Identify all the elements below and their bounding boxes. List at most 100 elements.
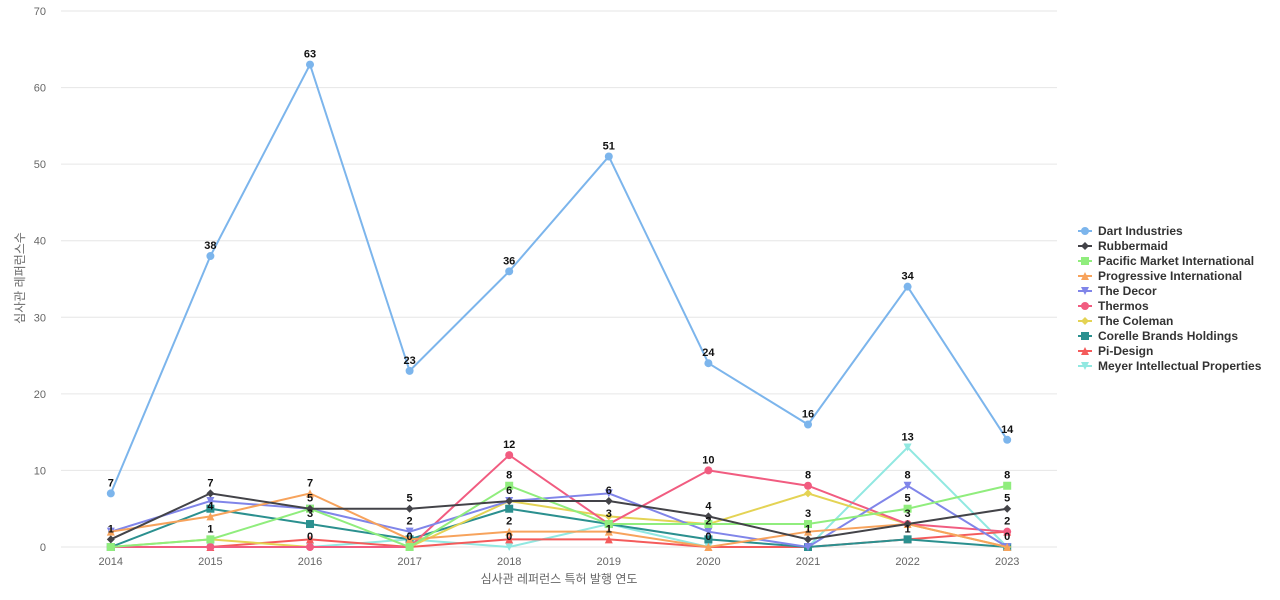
data-point[interactable] (206, 512, 215, 521)
data-point[interactable] (206, 497, 215, 506)
data-point[interactable] (106, 535, 115, 544)
series-line[interactable] (110, 492, 1008, 541)
data-point[interactable] (704, 527, 713, 536)
data-point[interactable] (206, 489, 215, 498)
data-point[interactable] (505, 527, 514, 536)
data-point[interactable] (804, 489, 812, 498)
data-point[interactable] (903, 443, 912, 452)
data-point[interactable] (306, 504, 314, 513)
legend-item[interactable]: Progressive International (1078, 269, 1242, 283)
data-point[interactable] (704, 535, 713, 544)
data-point[interactable] (604, 512, 613, 521)
data-point[interactable] (106, 527, 115, 536)
data-point[interactable] (306, 543, 314, 551)
legend-item[interactable]: Corelle Brands Holdings (1078, 329, 1238, 343)
data-point[interactable] (505, 267, 514, 276)
legend-item[interactable]: Pi-Design (1078, 344, 1153, 358)
data-label: 14 (1001, 424, 1014, 436)
data-point[interactable] (405, 366, 414, 375)
legend-item[interactable]: Pacific Market International (1078, 254, 1254, 268)
legend-item[interactable]: The Decor (1078, 284, 1157, 298)
data-point[interactable] (306, 489, 314, 498)
data-point[interactable] (604, 497, 613, 506)
data-point[interactable] (505, 543, 514, 551)
data-point[interactable] (106, 543, 115, 551)
series-line[interactable] (109, 62, 1009, 494)
series-line[interactable] (110, 507, 1008, 549)
data-point[interactable] (604, 152, 613, 161)
y-tick-label: 40 (34, 236, 46, 248)
data-point[interactable] (903, 520, 912, 529)
data-point[interactable] (306, 535, 314, 544)
data-point[interactable] (903, 504, 912, 513)
data-label: 7 (108, 477, 114, 489)
data-point[interactable] (306, 520, 314, 529)
legend-item[interactable]: Dart Industries (1078, 224, 1183, 238)
data-point[interactable] (1003, 543, 1012, 551)
y-tick-label: 50 (34, 159, 46, 171)
data-point[interactable] (903, 481, 912, 490)
data-point[interactable] (505, 504, 514, 513)
data-point[interactable] (1003, 435, 1012, 444)
data-point[interactable] (704, 359, 713, 368)
data-point[interactable] (206, 504, 215, 513)
legend-item[interactable]: Rubbermaid (1078, 239, 1168, 253)
data-point[interactable] (804, 420, 812, 429)
data-label: 1 (108, 523, 114, 535)
series-line[interactable] (110, 530, 1008, 549)
data-point[interactable] (604, 489, 613, 498)
data-point[interactable] (804, 520, 812, 529)
data-label: 0 (506, 531, 512, 543)
data-point[interactable] (903, 535, 912, 544)
x-tick-label: 2015 (198, 556, 222, 568)
series-line[interactable] (110, 484, 1008, 549)
data-point[interactable] (604, 535, 613, 544)
data-point[interactable] (405, 527, 414, 536)
data-point[interactable] (306, 60, 314, 69)
data-label: 0 (1004, 531, 1010, 543)
series-line[interactable] (110, 492, 1008, 549)
data-label: 6 (606, 485, 612, 497)
series-line[interactable] (110, 492, 1008, 548)
data-point[interactable] (405, 535, 414, 544)
data-label: 8 (506, 470, 512, 482)
data-label: 1 (905, 523, 911, 535)
data-point[interactable] (405, 543, 414, 551)
data-point[interactable] (604, 520, 613, 529)
data-point[interactable] (405, 504, 414, 513)
legend-item[interactable]: The Coleman (1078, 314, 1173, 328)
data-point[interactable] (505, 535, 514, 544)
data-point[interactable] (804, 543, 812, 551)
data-point[interactable] (505, 451, 514, 460)
legend-label: Corelle Brands Holdings (1098, 329, 1238, 343)
data-point[interactable] (106, 489, 115, 498)
data-point[interactable] (804, 481, 812, 490)
legend-item[interactable]: Thermos (1078, 299, 1149, 313)
data-point[interactable] (206, 535, 215, 544)
data-point[interactable] (704, 512, 713, 521)
series-5 (106, 451, 1012, 551)
data-point[interactable] (1003, 527, 1012, 536)
legend-item[interactable]: Meyer Intellectual Properties (1078, 359, 1262, 373)
series-line[interactable] (110, 453, 1008, 548)
data-point[interactable] (206, 252, 215, 261)
data-point[interactable] (604, 527, 613, 536)
data-label: 8 (1004, 470, 1010, 482)
data-point[interactable] (903, 282, 912, 291)
data-point[interactable] (1003, 504, 1012, 513)
data-point[interactable] (1003, 481, 1012, 490)
data-label: 63 (304, 49, 316, 61)
x-tick-label: 2018 (497, 556, 521, 568)
data-point[interactable] (704, 543, 713, 551)
data-point[interactable] (804, 527, 812, 536)
data-point[interactable] (804, 535, 812, 544)
data-point[interactable] (704, 520, 713, 529)
data-point[interactable] (704, 466, 713, 475)
data-point[interactable] (206, 543, 215, 551)
data-label: 3 (606, 508, 612, 520)
data-point[interactable] (505, 497, 514, 506)
data-point[interactable] (505, 481, 514, 490)
data-label: 13 (901, 431, 913, 443)
data-label: 1 (606, 523, 612, 535)
